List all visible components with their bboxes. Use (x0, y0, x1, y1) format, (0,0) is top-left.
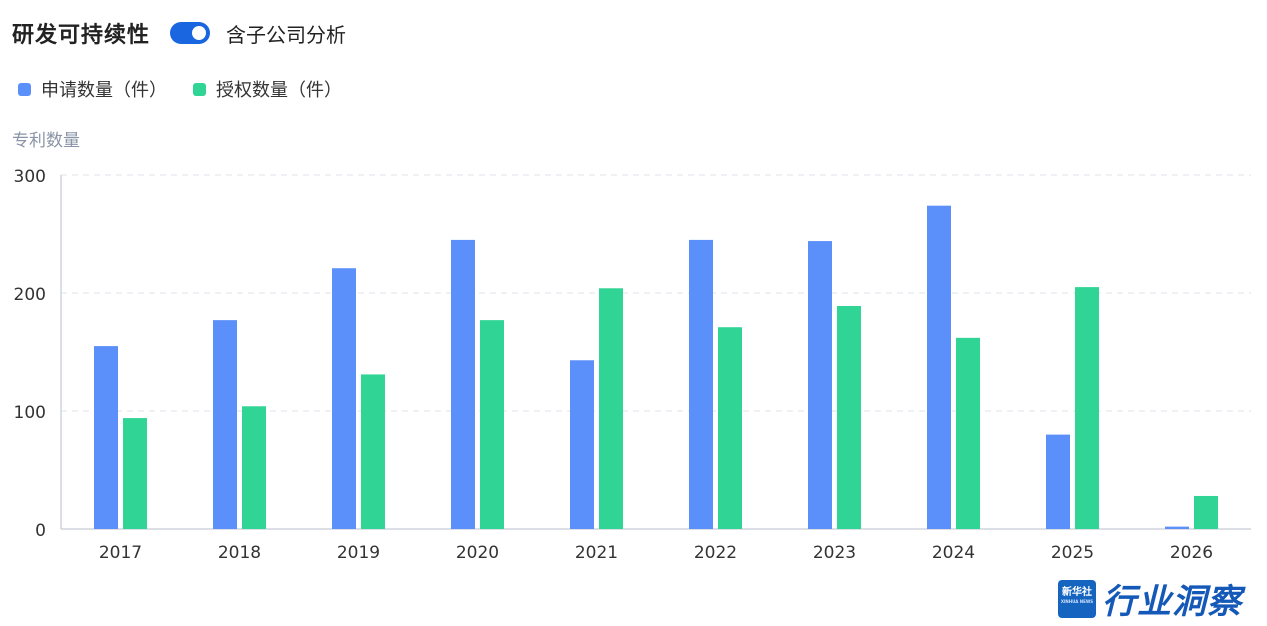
x-tick-label: 2025 (1051, 543, 1094, 563)
logo-text: 行业洞察 (1102, 582, 1242, 622)
application-bar (332, 268, 356, 529)
legend-item-grants[interactable]: 授权数量（件） (193, 76, 342, 102)
chart-header: 研发可持续性 含子公司分析 (12, 14, 346, 52)
chart-legend: 申请数量（件） 授权数量（件） (18, 76, 368, 102)
toggle-knob (192, 26, 207, 40)
application-bar (451, 239, 475, 529)
x-tick-label: 2026 (1170, 543, 1213, 563)
y-tick-label: 100 (14, 403, 46, 423)
grant-bar (123, 418, 147, 529)
xinhua-logo: 新华社 XINHUA NEWS 行业洞察 (1058, 574, 1242, 623)
application-bar (689, 239, 713, 529)
x-tick-label: 2020 (456, 543, 499, 563)
y-tick-label: 300 (14, 167, 46, 187)
legend-swatch-applications (18, 82, 31, 96)
grant-bar (1075, 287, 1099, 529)
grant-bar (837, 305, 861, 529)
y-axis-unit-label: 专利数量 (12, 131, 80, 151)
legend-swatch-grants (193, 82, 206, 96)
logo-badge-subtext: XINHUA NEWS (1060, 598, 1094, 604)
application-bar (94, 346, 118, 529)
grant-bar (361, 374, 385, 529)
x-tick-label: 2022 (694, 543, 737, 563)
x-tick-label: 2019 (337, 543, 380, 563)
application-bar (570, 360, 594, 529)
grant-bar (1194, 495, 1218, 529)
x-tick-label: 2017 (99, 543, 142, 563)
legend-label-applications: 申请数量（件） (41, 80, 167, 101)
toggle-label: 含子公司分析 (226, 22, 347, 47)
page-title: 研发可持续性 (12, 23, 151, 48)
x-tick-label: 2024 (932, 543, 975, 563)
legend-label-grants: 授权数量（件） (216, 80, 342, 101)
application-bar (1046, 434, 1070, 529)
y-tick-label: 200 (14, 285, 46, 305)
application-bar (927, 205, 951, 529)
application-bar (213, 320, 237, 529)
application-bar (1165, 526, 1189, 529)
legend-item-applications[interactable]: 申请数量（件） (18, 76, 167, 102)
grant-bar (718, 327, 742, 529)
grant-bar (242, 406, 266, 529)
application-bar (808, 241, 832, 529)
x-tick-label: 2023 (813, 543, 856, 563)
logo-badge-text: 新华社 (1062, 586, 1092, 598)
subsidiary-analysis-toggle[interactable] (170, 22, 211, 44)
logo-badge: 新华社 XINHUA NEWS (1058, 579, 1096, 618)
y-tick-label: 0 (35, 521, 46, 541)
grant-bar (480, 320, 504, 529)
x-tick-label: 2018 (218, 543, 261, 563)
x-tick-label: 2021 (575, 543, 618, 563)
grant-bar (599, 288, 623, 529)
grant-bar (956, 337, 980, 529)
